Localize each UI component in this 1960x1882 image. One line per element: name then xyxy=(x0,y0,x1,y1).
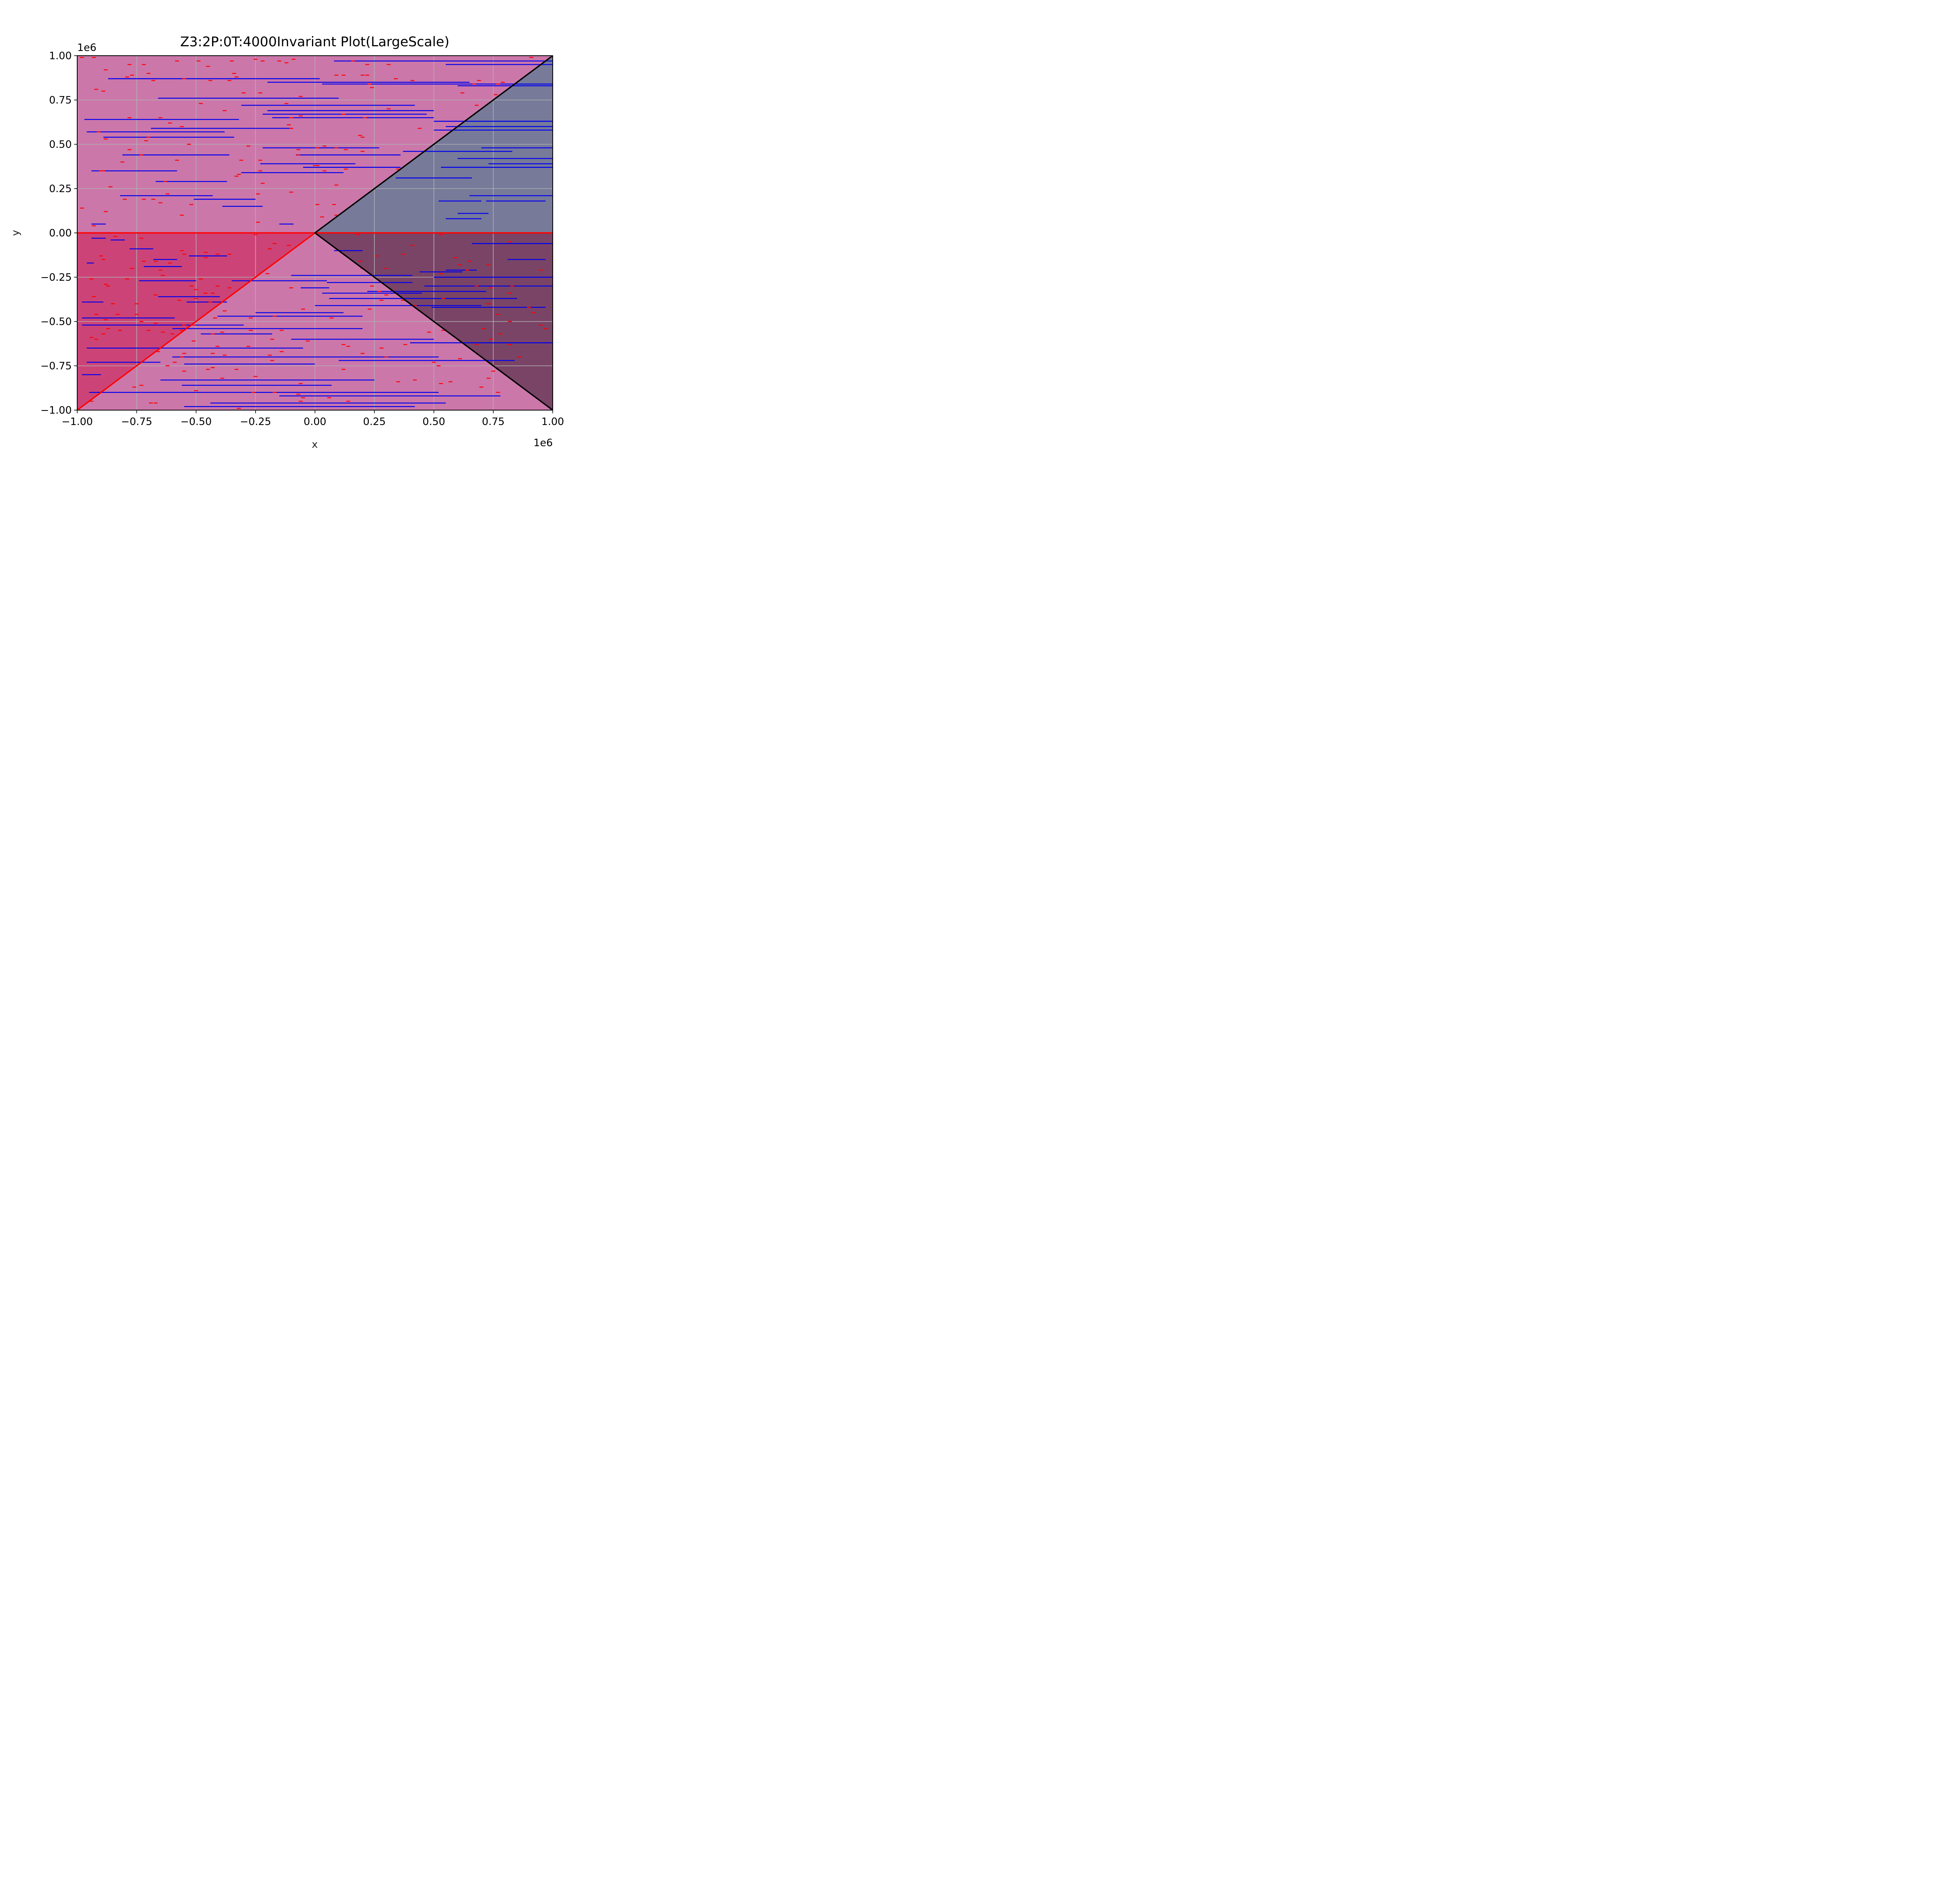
y-tick-label: −1.00 xyxy=(40,405,72,416)
y-axis-ticks: 1.00 0.75 0.50 0.25 0.00 −0.25 −0.50 −0.75 −1.00 xyxy=(40,50,77,416)
black-boundary-line xyxy=(314,56,553,234)
y-tick-label: −0.50 xyxy=(40,316,72,328)
x-tick-label: 1.00 xyxy=(541,416,564,428)
y-tick-label: 0.00 xyxy=(49,227,72,239)
y-axis-label: y xyxy=(10,230,22,236)
x-axis-ticks: −1.00 −0.75 −0.50 −0.25 0.00 0.25 0.50 0.75 1.00 xyxy=(62,410,564,428)
x-axis-label: x xyxy=(312,439,318,451)
x-tick-label: 0.75 xyxy=(482,416,505,428)
boundary-lines xyxy=(77,56,553,410)
black-boundary-line xyxy=(314,232,553,410)
y-offset-label: 1e6 xyxy=(77,42,96,54)
x-tick-label: 0.50 xyxy=(423,416,445,428)
chart-title: Z3:2P:0T:4000Invariant Plot(LargeScale) xyxy=(180,34,450,50)
plot-area xyxy=(77,56,553,410)
y-tick-label: 1.00 xyxy=(49,50,72,62)
invariant-plot: Z3:2P:0T:4000Invariant Plot(LargeScale) … xyxy=(10,34,564,451)
x-tick-label: −0.25 xyxy=(240,416,271,428)
x-tick-label: 0.00 xyxy=(304,416,327,428)
x-tick-label: 0.25 xyxy=(363,416,386,428)
y-tick-label: −0.75 xyxy=(40,360,72,372)
x-offset-label: 1e6 xyxy=(534,437,553,449)
y-tick-label: 0.75 xyxy=(49,94,72,106)
x-tick-label: −0.50 xyxy=(180,416,212,428)
y-tick-label: 0.50 xyxy=(49,139,72,151)
x-tick-label: −0.75 xyxy=(121,416,152,428)
y-tick-label: −0.25 xyxy=(40,272,72,283)
x-tick-label: −1.00 xyxy=(62,416,93,428)
y-tick-label: 0.25 xyxy=(49,183,72,195)
red-boundary-line xyxy=(77,232,316,410)
